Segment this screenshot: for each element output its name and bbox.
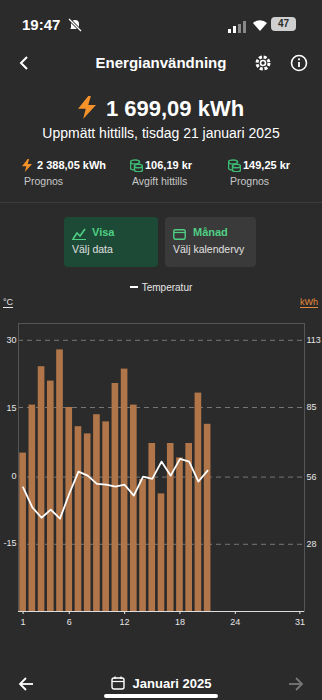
svg-text:85: 85 [307,402,317,412]
svg-text:-15: -15 [3,538,16,548]
html-text:kWh: kWh [300,297,318,307]
html-text:Januari 2025: Januari 2025 [132,676,212,691]
html-text:Temperatur: Temperatur [141,282,193,293]
html-text:Energianvändning: Energianvändning [95,54,227,71]
html-text:106,19 kr: 106,19 kr [145,159,193,171]
html-text:19:47: 19:47 [22,16,61,33]
svg-text:1: 1 [21,617,26,627]
svg-text:12: 12 [120,617,130,627]
svg-text:113: 113 [307,335,321,345]
html-text:Prognos: Prognos [24,175,64,187]
svg-text:30: 30 [6,335,16,345]
html-text:2 388,05 kWh: 2 388,05 kWh [37,159,107,171]
svg-text:15: 15 [6,403,16,413]
svg-text:24: 24 [230,617,240,627]
html-text:Månad: Månad [193,226,228,238]
svg-text:0: 0 [11,471,16,481]
html-text:Uppmätt hittills, tisdag 21 ja: Uppmätt hittills, tisdag 21 januari 2025 [42,125,280,141]
html-text:Avgift hittills: Avgift hittills [132,175,188,187]
html-text:47: 47 [277,18,290,29]
html-text:Prognos: Prognos [230,175,270,187]
html-text:Välj data: Välj data [72,243,113,255]
svg-text:6: 6 [67,617,72,627]
svg-text:31: 31 [295,617,305,627]
html-text:°C: °C [3,297,14,307]
html-text:Välj kalendervy: Välj kalendervy [173,243,245,255]
html-text:149,25 kr: 149,25 kr [243,159,291,171]
html-text:1 699,09 kWh: 1 699,09 kWh [105,96,245,121]
svg-text:28: 28 [307,539,317,549]
html-text:Visa: Visa [92,226,115,238]
svg-text:18: 18 [175,617,185,627]
svg-text:56: 56 [307,472,317,482]
